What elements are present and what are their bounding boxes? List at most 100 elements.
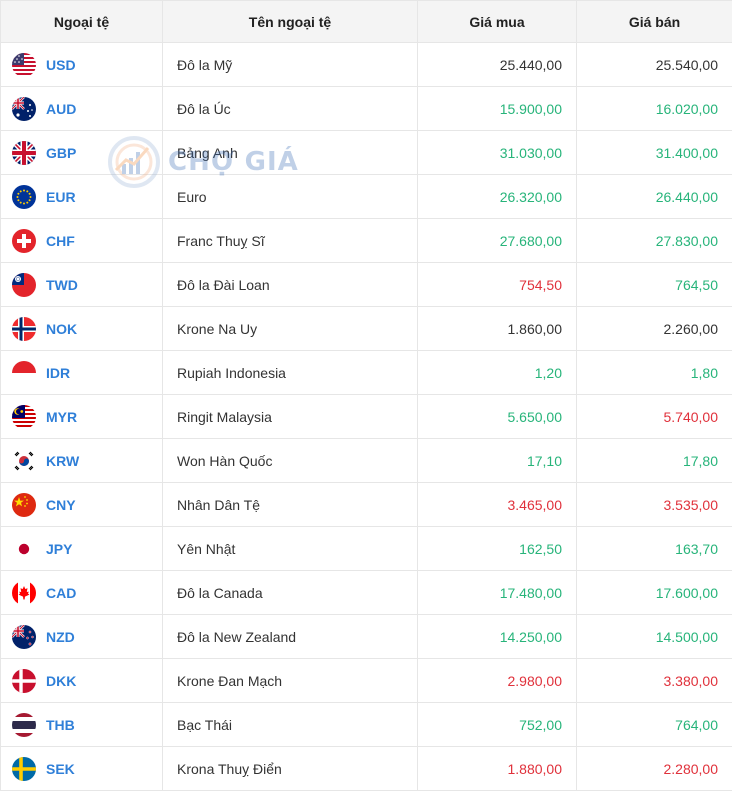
ch-flag-icon xyxy=(12,229,36,253)
currency-cell: KRW xyxy=(1,439,163,483)
currency-code-link[interactable]: USD xyxy=(46,57,76,73)
currency-name: Đô la Đài Loan xyxy=(163,263,418,307)
gb-flag-icon xyxy=(12,141,36,165)
buy-price: 3.465,00 xyxy=(418,483,577,527)
kr-flag-icon xyxy=(12,449,36,473)
buy-price: 752,00 xyxy=(418,703,577,747)
ca-flag-icon xyxy=(12,581,36,605)
currency-code-link[interactable]: JPY xyxy=(46,541,72,557)
currency-name: Yên Nhật xyxy=(163,527,418,571)
currency-cell: NOK xyxy=(1,307,163,351)
currency-code-link[interactable]: CAD xyxy=(46,585,76,601)
sell-price: 1,80 xyxy=(577,351,732,395)
buy-price: 1.880,00 xyxy=(418,747,577,791)
sell-price: 25.540,00 xyxy=(577,43,732,87)
header-sell-price: Giá bán xyxy=(577,1,732,43)
header-currency: Ngoại tệ xyxy=(1,1,163,43)
se-flag-icon xyxy=(12,757,36,781)
currency-cell: USD xyxy=(1,43,163,87)
us-flag-icon xyxy=(12,53,36,77)
currency-cell: THB xyxy=(1,703,163,747)
buy-price: 31.030,00 xyxy=(418,131,577,175)
currency-cell: EUR xyxy=(1,175,163,219)
sell-price: 2.280,00 xyxy=(577,747,732,791)
sell-price: 26.440,00 xyxy=(577,175,732,219)
currency-cell: CHF xyxy=(1,219,163,263)
currency-code-link[interactable]: AUD xyxy=(46,101,76,117)
currency-name: Rupiah Indonesia xyxy=(163,351,418,395)
sell-price: 5.740,00 xyxy=(577,395,732,439)
currency-code-link[interactable]: TWD xyxy=(46,277,78,293)
currency-code-link[interactable]: KRW xyxy=(46,453,79,469)
currency-cell: TWD xyxy=(1,263,163,307)
dk-flag-icon xyxy=(12,669,36,693)
currency-name: Đô la Mỹ xyxy=(163,43,418,87)
id-flag-icon xyxy=(12,361,36,385)
my-flag-icon xyxy=(12,405,36,429)
currency-code-link[interactable]: NZD xyxy=(46,629,75,645)
currency-cell: AUD xyxy=(1,87,163,131)
buy-price: 754,50 xyxy=(418,263,577,307)
currency-code-link[interactable]: NOK xyxy=(46,321,77,337)
sell-price: 764,00 xyxy=(577,703,732,747)
buy-price: 1,20 xyxy=(418,351,577,395)
au-flag-icon xyxy=(12,97,36,121)
currency-code-link[interactable]: THB xyxy=(46,717,75,733)
sell-price: 16.020,00 xyxy=(577,87,732,131)
no-flag-icon xyxy=(12,317,36,341)
currency-cell: NZD xyxy=(1,615,163,659)
currency-code-link[interactable]: DKK xyxy=(46,673,76,689)
header-buy-price: Giá mua xyxy=(418,1,577,43)
sell-price: 3.535,00 xyxy=(577,483,732,527)
currency-name: Franc Thuỵ Sĩ xyxy=(163,219,418,263)
currency-name: Won Hàn Quốc xyxy=(163,439,418,483)
currency-name: Nhân Dân Tệ xyxy=(163,483,418,527)
currency-code-link[interactable]: IDR xyxy=(46,365,70,381)
sell-price: 31.400,00 xyxy=(577,131,732,175)
buy-price: 27.680,00 xyxy=(418,219,577,263)
currency-cell: DKK xyxy=(1,659,163,703)
currency-name: Đô la New Zealand xyxy=(163,615,418,659)
buy-price: 1.860,00 xyxy=(418,307,577,351)
buy-price: 2.980,00 xyxy=(418,659,577,703)
table-header-row: Ngoại tệ Tên ngoại tệ Giá mua Giá bán xyxy=(1,1,732,43)
buy-price: 25.440,00 xyxy=(418,43,577,87)
currency-code-link[interactable]: CHF xyxy=(46,233,75,249)
sell-price: 27.830,00 xyxy=(577,219,732,263)
sell-price: 14.500,00 xyxy=(577,615,732,659)
currency-code-link[interactable]: SEK xyxy=(46,761,75,777)
sell-price: 2.260,00 xyxy=(577,307,732,351)
cn-flag-icon xyxy=(12,493,36,517)
currency-code-link[interactable]: GBP xyxy=(46,145,76,161)
currency-name: Krone Na Uy xyxy=(163,307,418,351)
eu-flag-icon xyxy=(12,185,36,209)
sell-price: 163,70 xyxy=(577,527,732,571)
header-currency-name: Tên ngoại tệ xyxy=(163,1,418,43)
currency-name: Krona Thuỵ Điển xyxy=(163,747,418,791)
currency-cell: IDR xyxy=(1,351,163,395)
sell-price: 3.380,00 xyxy=(577,659,732,703)
currency-name: Đô la Úc xyxy=(163,87,418,131)
currency-code-link[interactable]: CNY xyxy=(46,497,76,513)
currency-name: Krone Đan Mạch xyxy=(163,659,418,703)
currency-cell: JPY xyxy=(1,527,163,571)
buy-price: 5.650,00 xyxy=(418,395,577,439)
currency-name: Bạc Thái xyxy=(163,703,418,747)
currency-code-link[interactable]: EUR xyxy=(46,189,76,205)
currency-code-link[interactable]: MYR xyxy=(46,409,77,425)
